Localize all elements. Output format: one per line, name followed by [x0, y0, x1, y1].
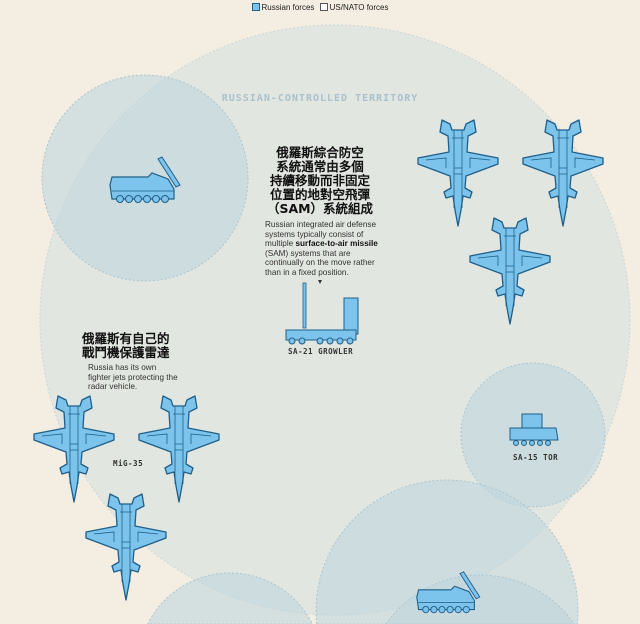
russian-swatch — [251, 3, 260, 11]
sa15-tor-icon — [509, 413, 559, 446]
jet-note-text: Russia has its own fighter jets protecti… — [88, 363, 178, 392]
legend-us-nato: US/NATO forces — [329, 3, 389, 12]
legend-russian: Russian forces — [261, 3, 315, 12]
heading-line: （SAM）系統組成 — [266, 201, 374, 216]
heading-line: 俄羅斯綜合防空 — [276, 145, 364, 160]
pointer-arrow-icon — [318, 280, 322, 284]
sa21-growler-icon — [285, 282, 359, 345]
territory-label: RUSSIAN-CONTROLLED TERRITORY — [221, 93, 419, 104]
text-bold: surface-to-air missile — [295, 239, 378, 249]
heading-line: 位置的地對空飛彈 — [269, 187, 370, 202]
sam-note-text: Russian integrated air defense systems t… — [265, 220, 380, 278]
heading-line: 俄羅斯有自己的 — [82, 331, 170, 346]
sa21-label: SA-21 GROWLER — [288, 347, 354, 356]
legend: Russian forces US/NATO forces — [0, 3, 640, 12]
sam-note-heading: 俄羅斯綜合防空 系統通常由多個 持續移動而非固定 位置的地對空飛彈 （SAM）系… — [258, 146, 382, 216]
mig35-label: MiG-35 — [113, 459, 144, 468]
sa15-label: SA-15 TOR — [513, 453, 559, 462]
us-nato-swatch — [319, 3, 328, 11]
heading-line: 持續移動而非固定 — [269, 173, 370, 188]
text: (SAM) systems that are continually on th… — [265, 248, 375, 277]
heading-line: 系統通常由多個 — [276, 159, 364, 174]
heading-line: 戰鬥機保護雷達 — [82, 345, 170, 360]
jet-note-heading: 俄羅斯有自己的 戰鬥機保護雷達 — [82, 332, 170, 360]
sam-range-circle — [147, 572, 313, 624]
text: Russian integrated air defense systems t… — [265, 220, 377, 249]
